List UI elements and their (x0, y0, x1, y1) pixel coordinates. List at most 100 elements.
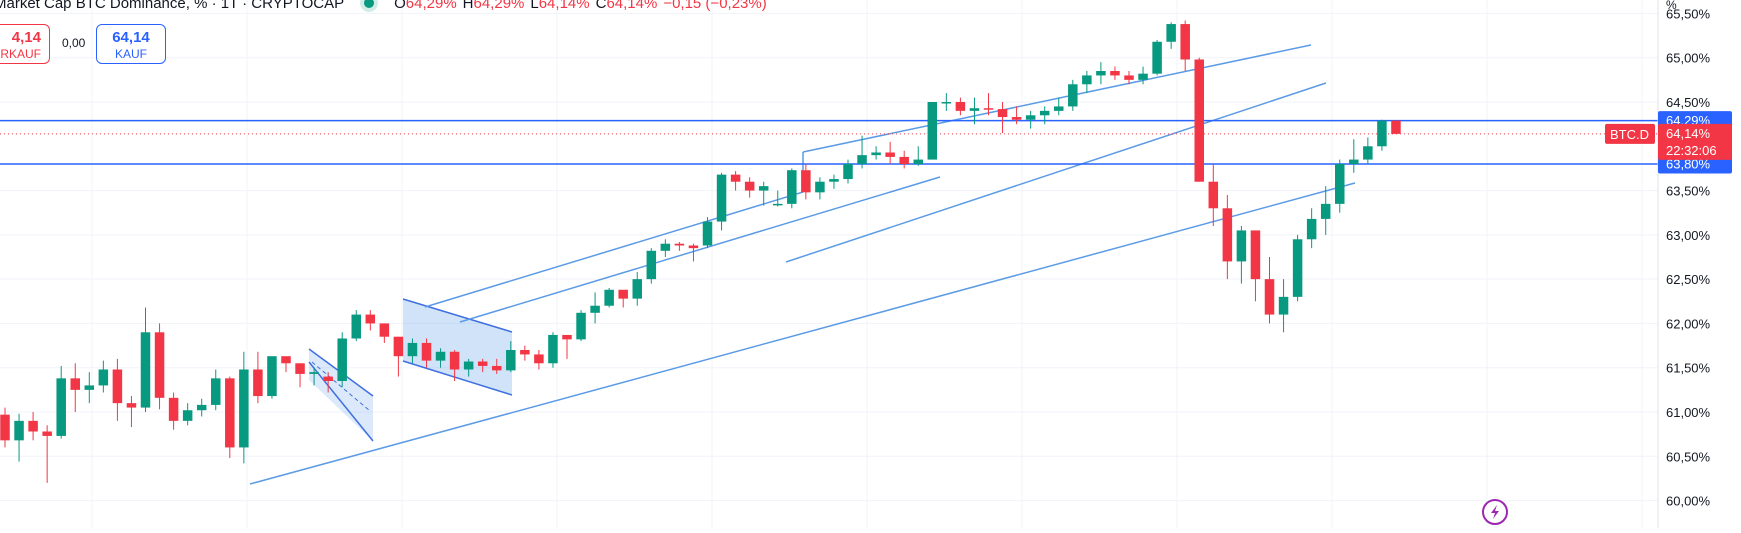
candle-body (1236, 230, 1247, 262)
ohlc-high-value: 64,29% (473, 0, 525, 12)
candle-body (758, 186, 769, 191)
candle-body (1096, 71, 1106, 76)
last-price-badge-text: 22:32:06 (1666, 143, 1717, 158)
candle-body (1278, 296, 1289, 315)
candle-body (618, 289, 628, 299)
candle-body (196, 404, 207, 411)
falling-channel-small[interactable] (309, 349, 373, 441)
candle-body (70, 378, 80, 390)
candle-body (1124, 75, 1134, 80)
axis-tick-label: 65,50% (1666, 6, 1711, 21)
axis-tick-label: 61,50% (1666, 361, 1711, 376)
candle-body (211, 378, 221, 405)
horizontal-levels[interactable] (0, 119, 1658, 165)
candle-body (955, 102, 966, 111)
candle-body (646, 250, 657, 280)
axis-tick-label: 62,50% (1666, 272, 1711, 287)
legend-header[interactable]: Market Cap BTC Dominance, % · 1T · CRYPT… (0, 0, 767, 12)
channel-small-bottom[interactable] (308, 361, 374, 442)
candle-body (140, 332, 151, 408)
flag-bottom[interactable] (402, 360, 513, 396)
ohlc-open-key: O (394, 0, 406, 12)
sell-price: 4,14 (11, 29, 41, 46)
channel-upper-a[interactable] (424, 191, 804, 308)
candle-body (337, 338, 347, 381)
candle-body (379, 323, 390, 337)
level-price-badge-text: 63,80% (1666, 157, 1711, 172)
candle-body (1082, 75, 1092, 85)
ohlc-close-key: C (595, 0, 607, 12)
candle-body (154, 332, 165, 398)
candle-body (913, 159, 923, 164)
ohlc-low-key: L (530, 0, 539, 12)
candle-body (56, 378, 66, 436)
last-price-badge-text: 64,14% (1666, 126, 1711, 141)
candle-body (98, 369, 109, 386)
candle-body (590, 305, 600, 313)
candle-body (1054, 106, 1064, 111)
axis-unit-label: % (1666, 0, 1677, 12)
candle-body (463, 361, 474, 370)
candle-body (927, 102, 938, 160)
candle-body (0, 414, 10, 441)
last-price-badge: 64,14% 22:32:06 (1658, 123, 1732, 160)
candle-body (1363, 146, 1373, 160)
sell-button[interactable]: 4,14 RKAUF (0, 24, 50, 64)
candle-body (1180, 24, 1190, 60)
candle-body (323, 376, 333, 381)
candle-body (351, 314, 361, 339)
lightning-icon[interactable] (1482, 499, 1508, 525)
candle-body (604, 289, 614, 306)
sell-label: RKAUF (0, 47, 41, 61)
symbol-title[interactable]: Market Cap BTC Dominance, % · 1T · CRYPT… (0, 0, 345, 12)
candle-body (562, 334, 572, 340)
market-status-dot[interactable] (364, 0, 375, 8)
candle-body (421, 342, 432, 361)
channel-lower-a[interactable] (459, 176, 941, 323)
ohlc-change: −0,15 (−0,23%) (663, 0, 767, 12)
candle-body (660, 243, 671, 251)
candle-body (1391, 120, 1401, 134)
candle-body (42, 431, 52, 436)
candle-body (407, 342, 418, 357)
candle-body (969, 108, 980, 111)
buy-button[interactable]: 64,14 KAUF (96, 24, 166, 64)
axis-tick-label: 60,50% (1666, 449, 1711, 464)
axis-tick-label: 60,00% (1666, 494, 1711, 509)
candle-body (843, 164, 853, 180)
ohlc-open-value: 64,29% (405, 0, 457, 12)
drawing-layer[interactable] (249, 44, 1356, 485)
channel-upper-b[interactable] (802, 44, 1312, 153)
candle-body (168, 397, 179, 421)
trendline-support[interactable] (249, 182, 1356, 485)
flag-channel[interactable] (403, 299, 512, 395)
axis-tick-label: 62,00% (1666, 316, 1711, 331)
candle-body (1025, 115, 1036, 120)
candle-body (702, 221, 713, 246)
price-axis[interactable]: %65,50% 65,00% 64,50% 63,50% 63,00% 62,50% 62,… (1657, 0, 1711, 528)
candle-body (112, 369, 123, 404)
candle-body (744, 181, 755, 191)
candle-body (1292, 239, 1303, 297)
ohlc-low-value: 64,14% (538, 0, 590, 12)
candle-body (182, 410, 193, 421)
candle-body (1377, 120, 1387, 147)
channel-lower-b[interactable] (785, 82, 1327, 263)
candle-body (674, 243, 685, 246)
axis-tick-label: 61,00% (1666, 405, 1711, 420)
candle-body (506, 350, 516, 371)
candle-body (871, 152, 881, 156)
candle-body (477, 361, 488, 366)
candle-body (576, 312, 586, 340)
candle-body (1320, 203, 1331, 219)
symbol-badge-text: BTC.D (1610, 127, 1649, 142)
axis-tick-label: 63,50% (1666, 184, 1711, 199)
candle-body (801, 170, 811, 193)
candle-body (1250, 230, 1261, 280)
flag-top[interactable] (402, 298, 513, 333)
candle-body (435, 351, 446, 361)
candle-body (899, 156, 909, 164)
